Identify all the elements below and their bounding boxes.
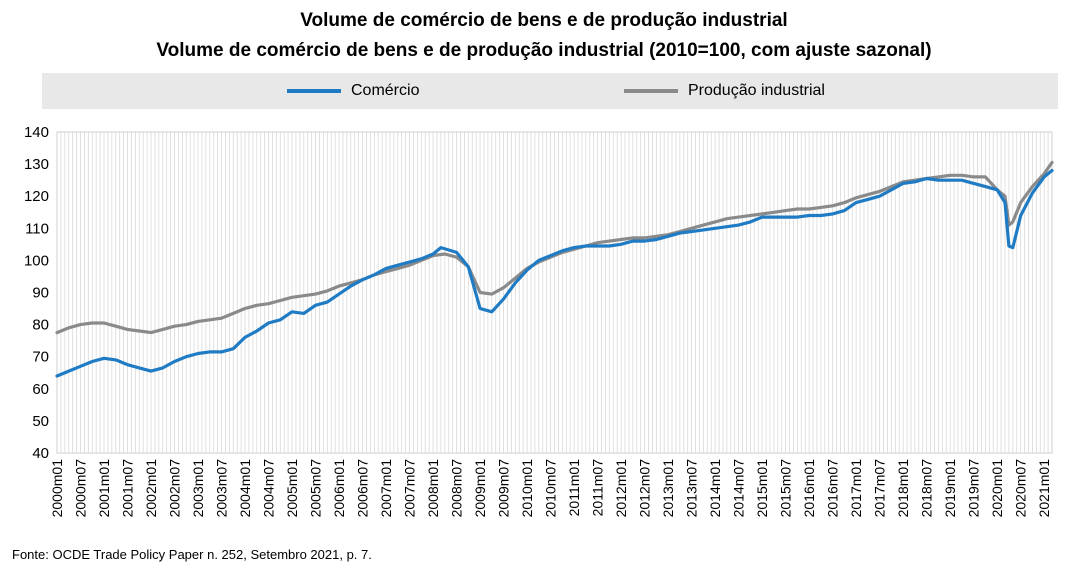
x-axis: 2000m01 2000m07 2001m01 2001m07 2002m01 2002m… [49, 459, 1052, 518]
x-tick-label: 2011m07 [590, 459, 606, 517]
legend: Comércio Produção industrial [42, 73, 1058, 109]
x-tick-label: 2013m07 [684, 459, 700, 518]
series-line-comercio [55, 168, 1054, 378]
x-tick-label: 2021m01 [1036, 459, 1052, 518]
legend-item-comercio: Comércio [287, 73, 419, 109]
x-tick-label: 2001m01 [96, 459, 112, 518]
x-tick-label: 2000m01 [49, 459, 65, 518]
y-tick-label: 50 [32, 413, 49, 430]
x-tick-label: 2004m01 [237, 459, 253, 518]
x-tick-label: 2001m07 [120, 459, 136, 518]
x-tick-label: 2004m07 [261, 459, 277, 518]
x-tick-label: 2009m07 [496, 459, 512, 518]
x-tick-label: 2011m01 [566, 459, 582, 517]
grid-lines [56, 131, 1053, 454]
y-axis: 40 50 60 70 80 90 100 110 120 130 140 [24, 124, 49, 462]
x-tick-label: 2017m01 [848, 459, 864, 518]
x-tick-label: 2008m01 [425, 459, 441, 518]
x-tick-label: 2002m07 [167, 459, 183, 518]
x-tick-label: 2008m07 [449, 459, 465, 518]
y-tick-label: 130 [24, 156, 49, 173]
x-tick-label: 2000m07 [73, 459, 89, 518]
series-lines [55, 160, 1054, 378]
x-tick-label: 2010m01 [519, 459, 535, 518]
x-tick-label: 2018m01 [895, 459, 911, 518]
y-tick-label: 110 [25, 220, 49, 237]
x-tick-label: 2015m07 [778, 459, 794, 518]
x-tick-label: 2014m07 [731, 459, 747, 518]
y-tick-label: 90 [32, 285, 49, 302]
y-tick-label: 100 [24, 252, 49, 269]
x-tick-label: 2020m07 [1013, 459, 1029, 518]
x-tick-label: 2005m07 [308, 459, 324, 518]
x-tick-label: 2017m07 [872, 459, 888, 518]
y-tick-label: 70 [32, 349, 49, 366]
y-tick-label: 40 [32, 445, 49, 462]
x-tick-label: 2016m07 [825, 459, 841, 518]
legend-item-producao: Produção industrial [624, 73, 825, 109]
x-tick-label: 2012m01 [613, 459, 629, 518]
plot-frame [56, 131, 1053, 454]
x-tick-label: 2013m01 [660, 459, 676, 518]
x-tick-label: 2018m07 [919, 459, 935, 518]
y-tick-label: 60 [32, 381, 49, 398]
x-tick-label: 2005m01 [284, 459, 300, 518]
x-tick-label: 2010m07 [543, 459, 559, 518]
x-tick-label: 2003m07 [214, 459, 230, 518]
chart-subtitle: Volume de comércio de bens e de produção… [156, 40, 932, 61]
chart-title: Volume de comércio de bens e de produção… [300, 10, 788, 31]
x-tick-label: 2012m07 [637, 459, 653, 518]
x-tick-label: 2007m07 [402, 459, 418, 518]
source-note: Fonte: OCDE Trade Policy Paper n. 252, S… [12, 547, 372, 562]
legend-label-comercio: Comércio [351, 82, 420, 99]
x-tick-label: 2019m01 [942, 459, 958, 518]
legend-swatch-comercio [287, 89, 341, 93]
x-tick-label: 2006m07 [355, 459, 371, 518]
y-tick-label: 120 [24, 188, 49, 205]
x-tick-label: 2016m01 [801, 459, 817, 518]
x-tick-label: 2015m01 [754, 459, 770, 518]
y-tick-label: 140 [24, 124, 49, 141]
x-tick-label: 2020m01 [989, 459, 1005, 518]
y-tick-label: 80 [32, 317, 49, 334]
x-tick-label: 2003m01 [190, 459, 206, 518]
x-tick-label: 2014m01 [707, 459, 723, 518]
x-tick-label: 2007m01 [378, 459, 394, 518]
x-tick-label: 2019m07 [966, 459, 982, 518]
x-tick-label: 2002m01 [143, 459, 159, 518]
legend-swatch-producao [624, 89, 678, 93]
legend-label-producao: Produção industrial [688, 82, 825, 99]
x-tick-label: 2009m01 [472, 459, 488, 518]
x-tick-label: 2006m01 [331, 459, 347, 518]
